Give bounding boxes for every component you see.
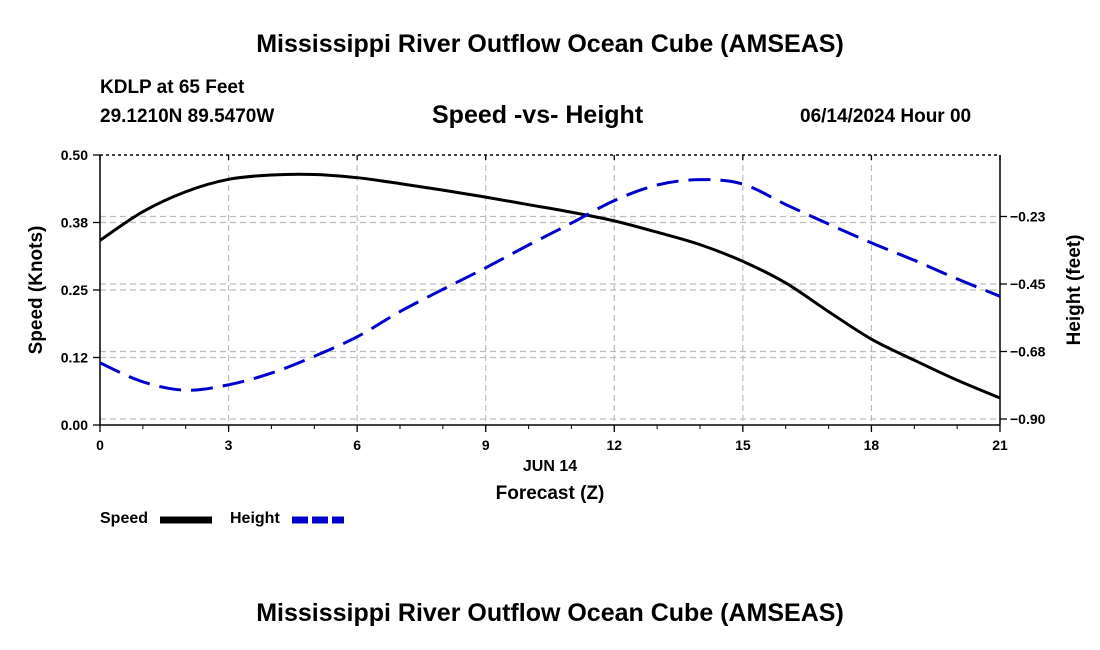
x-tick-label: 0 <box>96 437 104 453</box>
legend-speed-label: Speed <box>100 510 149 527</box>
x-tick-label: 18 <box>864 437 880 453</box>
legend-height-label: Height <box>230 510 280 527</box>
x-tick-label: 6 <box>353 437 361 453</box>
y-left-tick-label: 0.50 <box>61 147 88 163</box>
x-tick-label: 12 <box>606 437 622 453</box>
x-tick-label: 21 <box>992 437 1008 453</box>
x-tick-label: 3 <box>225 437 233 453</box>
forecast-datestamp: 06/14/2024 Hour 00 <box>800 106 972 127</box>
y-axis-label-height: Height (feet) <box>1064 234 1085 346</box>
x-tick-label: 9 <box>482 437 490 453</box>
x-axis-label: Forecast (Z) <box>495 483 605 504</box>
y-axis-label-speed: Speed (Knots) <box>26 225 47 355</box>
x-axis-date-label: JUN 14 <box>522 458 578 475</box>
x-tick-label: 15 <box>735 437 751 453</box>
y-left-tick-label: 0.25 <box>61 282 88 298</box>
y-right-tick-label: −0.45 <box>1010 276 1046 292</box>
y-left-tick-label: 0.12 <box>61 350 88 366</box>
station-label: KDLP at 65 Feet <box>100 77 245 98</box>
y-right-tick-label: −0.90 <box>1010 411 1046 427</box>
y-right-tick-label: −0.23 <box>1010 209 1046 225</box>
series-line-speed <box>99 172 1001 400</box>
chart-footer-title: Mississippi River Outflow Ocean Cube (AM… <box>256 599 844 627</box>
y-left-tick-label: 0.00 <box>61 417 88 433</box>
series-line-height <box>99 178 1001 392</box>
chart-main-title: Mississippi River Outflow Ocean Cube (AM… <box>256 30 844 58</box>
y-right-tick-label: −0.68 <box>1010 344 1046 360</box>
station-coordinates: 29.1210N 89.5470W <box>100 106 275 127</box>
y-left-tick-label: 0.38 <box>61 215 88 231</box>
chart-subtitle: Speed -vs- Height <box>432 101 644 129</box>
